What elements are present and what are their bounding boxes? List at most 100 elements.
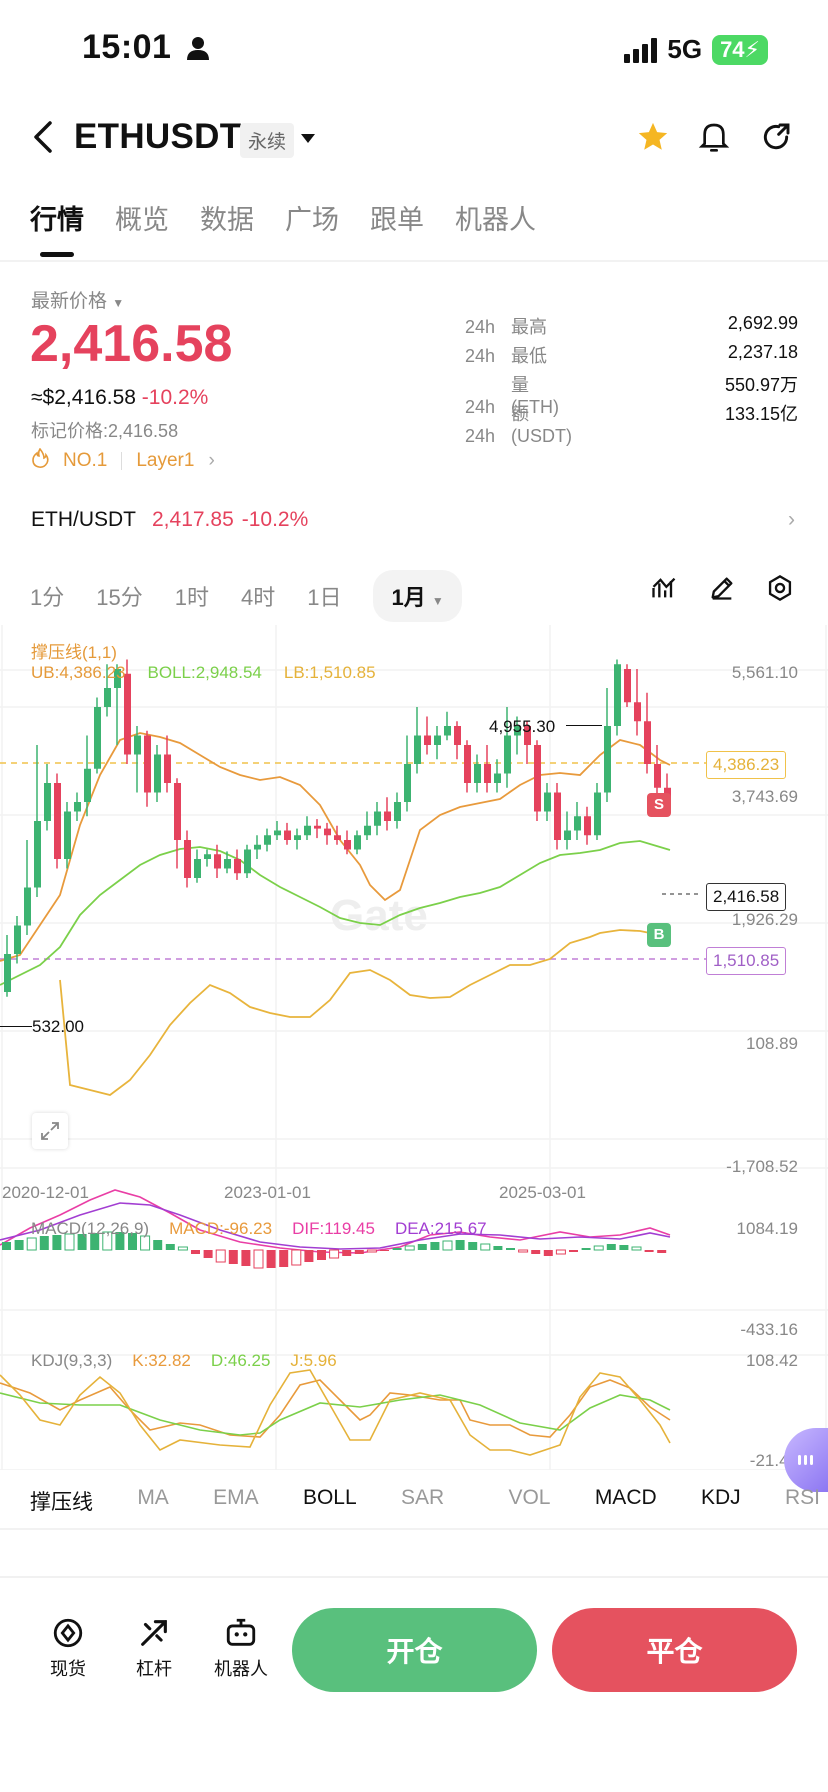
dea-value: DEA:215.67 bbox=[394, 1219, 487, 1238]
kdj-k-line bbox=[0, 1379, 671, 1438]
indicator-sar[interactable]: SAR bbox=[400, 1486, 445, 1509]
interval-1h[interactable]: 1时 bbox=[174, 585, 209, 610]
macd-bar bbox=[266, 1250, 276, 1268]
macd-bar bbox=[569, 1250, 578, 1252]
interval-selected[interactable]: 1月 ▼ bbox=[373, 570, 462, 622]
symbol-title[interactable]: ETHUSDT bbox=[74, 117, 242, 156]
person-icon bbox=[187, 30, 210, 69]
grid-lines bbox=[0, 625, 828, 1470]
interval-1m[interactable]: 1分 bbox=[30, 585, 65, 610]
boll-middle-line bbox=[0, 840, 671, 986]
kdj-title: KDJ(9,3,3) bbox=[31, 1351, 113, 1370]
candle-body bbox=[484, 764, 491, 783]
candle-body bbox=[394, 802, 401, 821]
candle-body bbox=[194, 859, 201, 878]
sector-tag[interactable]: Layer1 bbox=[136, 450, 195, 471]
leverage-button[interactable]: 杠杆 bbox=[126, 1616, 182, 1681]
indicator-support-resistance[interactable]: 撑压线 bbox=[30, 1491, 93, 1514]
spot-pair-row[interactable]: ETH/USDT 2,417.85 -10.2% › bbox=[31, 508, 795, 532]
settings-icon[interactable] bbox=[766, 574, 794, 607]
interval-4h[interactable]: 4时 bbox=[240, 585, 276, 610]
candle-body bbox=[444, 726, 451, 736]
rank-tag[interactable]: NO.1 bbox=[63, 450, 108, 471]
candle-body bbox=[634, 702, 641, 722]
expand-icon[interactable] bbox=[32, 1113, 68, 1149]
tab-bar: 行情 概览 数据 广场 跟单 机器人 bbox=[30, 198, 536, 237]
active-tab-indicator bbox=[40, 252, 74, 257]
bot-button[interactable]: 机器人 bbox=[208, 1616, 274, 1681]
interval-15m[interactable]: 15分 bbox=[96, 585, 143, 610]
macd-bar bbox=[90, 1233, 100, 1250]
macd-bar bbox=[631, 1246, 642, 1251]
macd-bar bbox=[430, 1242, 440, 1250]
indicator-macd[interactable]: MACD bbox=[594, 1486, 657, 1509]
macd-bar bbox=[342, 1250, 352, 1256]
macd-bar bbox=[329, 1249, 340, 1259]
macd-bar bbox=[14, 1240, 24, 1250]
tab-bot[interactable]: 机器人 bbox=[455, 205, 536, 235]
macd-bar bbox=[442, 1240, 453, 1251]
spot-button[interactable]: 现货 bbox=[40, 1616, 96, 1681]
network-label: 5G bbox=[667, 34, 703, 64]
candle-body bbox=[334, 835, 341, 840]
bell-icon[interactable] bbox=[698, 119, 730, 160]
macd-bar bbox=[531, 1250, 541, 1254]
macd-bar bbox=[644, 1250, 654, 1252]
candle-body bbox=[114, 669, 121, 688]
tab-overview[interactable]: 概览 bbox=[115, 205, 169, 235]
macd-bar bbox=[404, 1245, 415, 1251]
y-axis-label: 1,926.29 bbox=[731, 910, 798, 929]
macd-bar bbox=[228, 1250, 238, 1264]
macd-bar bbox=[417, 1244, 427, 1250]
chart-canvas[interactable]: Gate bbox=[0, 625, 828, 1470]
close-position-button[interactable]: 平仓 bbox=[552, 1608, 797, 1692]
macd-bar bbox=[593, 1245, 604, 1251]
candle-body bbox=[384, 811, 391, 821]
lb-value: LB:1,510.85 bbox=[283, 663, 376, 682]
macd-bar bbox=[555, 1249, 566, 1255]
macd-bar bbox=[380, 1250, 389, 1251]
candle-body bbox=[364, 825, 371, 836]
draw-pen-icon[interactable] bbox=[708, 574, 736, 607]
back-icon[interactable] bbox=[32, 121, 54, 158]
chevron-right-icon: › bbox=[208, 450, 215, 471]
watermark-logo: Gate bbox=[330, 891, 428, 940]
indicator-ma[interactable]: MA bbox=[137, 1486, 169, 1509]
sell-marker[interactable]: S bbox=[647, 793, 671, 817]
open-position-button[interactable]: 开仓 bbox=[292, 1608, 537, 1692]
indicator-vol[interactable]: VOL bbox=[508, 1486, 551, 1509]
tab-square[interactable]: 广场 bbox=[285, 205, 339, 235]
macd-bar bbox=[455, 1240, 465, 1250]
divider bbox=[0, 1528, 828, 1530]
macd-bar bbox=[279, 1250, 289, 1267]
tab-market[interactable]: 行情 bbox=[30, 205, 84, 235]
last-price: 2,416.58 bbox=[30, 315, 233, 373]
indicator-ema[interactable]: EMA bbox=[213, 1486, 259, 1509]
favorite-star-icon[interactable] bbox=[636, 120, 670, 159]
candle-body bbox=[104, 688, 111, 707]
macd-bar bbox=[253, 1249, 264, 1269]
tag-row[interactable]: NO.1 Layer1 › bbox=[31, 447, 215, 474]
stat-row: 24h额 (USDT) 133.15亿 bbox=[465, 404, 798, 446]
floating-assistant-icon[interactable] bbox=[784, 1428, 828, 1492]
indicator-boll[interactable]: BOLL bbox=[302, 1486, 357, 1509]
indicator-rsi[interactable]: RSI bbox=[784, 1486, 820, 1509]
latest-price-label[interactable]: 最新价格 ▼ bbox=[31, 291, 125, 312]
candle-body bbox=[44, 783, 51, 821]
macd-bar bbox=[203, 1250, 213, 1258]
tab-data[interactable]: 数据 bbox=[200, 205, 254, 235]
k-value: K:32.82 bbox=[132, 1351, 191, 1370]
macd-bar bbox=[241, 1250, 251, 1266]
interval-1d[interactable]: 1日 bbox=[307, 585, 342, 610]
candle-body bbox=[524, 726, 531, 745]
indicator-icon[interactable] bbox=[650, 574, 678, 607]
candle-body bbox=[254, 844, 261, 850]
tab-copytrade[interactable]: 跟单 bbox=[370, 205, 424, 235]
macd-bar bbox=[128, 1233, 137, 1250]
symbol-dropdown-icon[interactable] bbox=[300, 132, 316, 150]
support-lower-line bbox=[59, 929, 671, 1096]
buy-marker[interactable]: B bbox=[647, 923, 671, 947]
share-icon[interactable] bbox=[760, 120, 792, 159]
indicator-bar: 撑压线 MA EMA BOLL SAR VOL MACD KDJ RSI bbox=[30, 1486, 820, 1516]
indicator-kdj[interactable]: KDJ bbox=[700, 1486, 741, 1509]
